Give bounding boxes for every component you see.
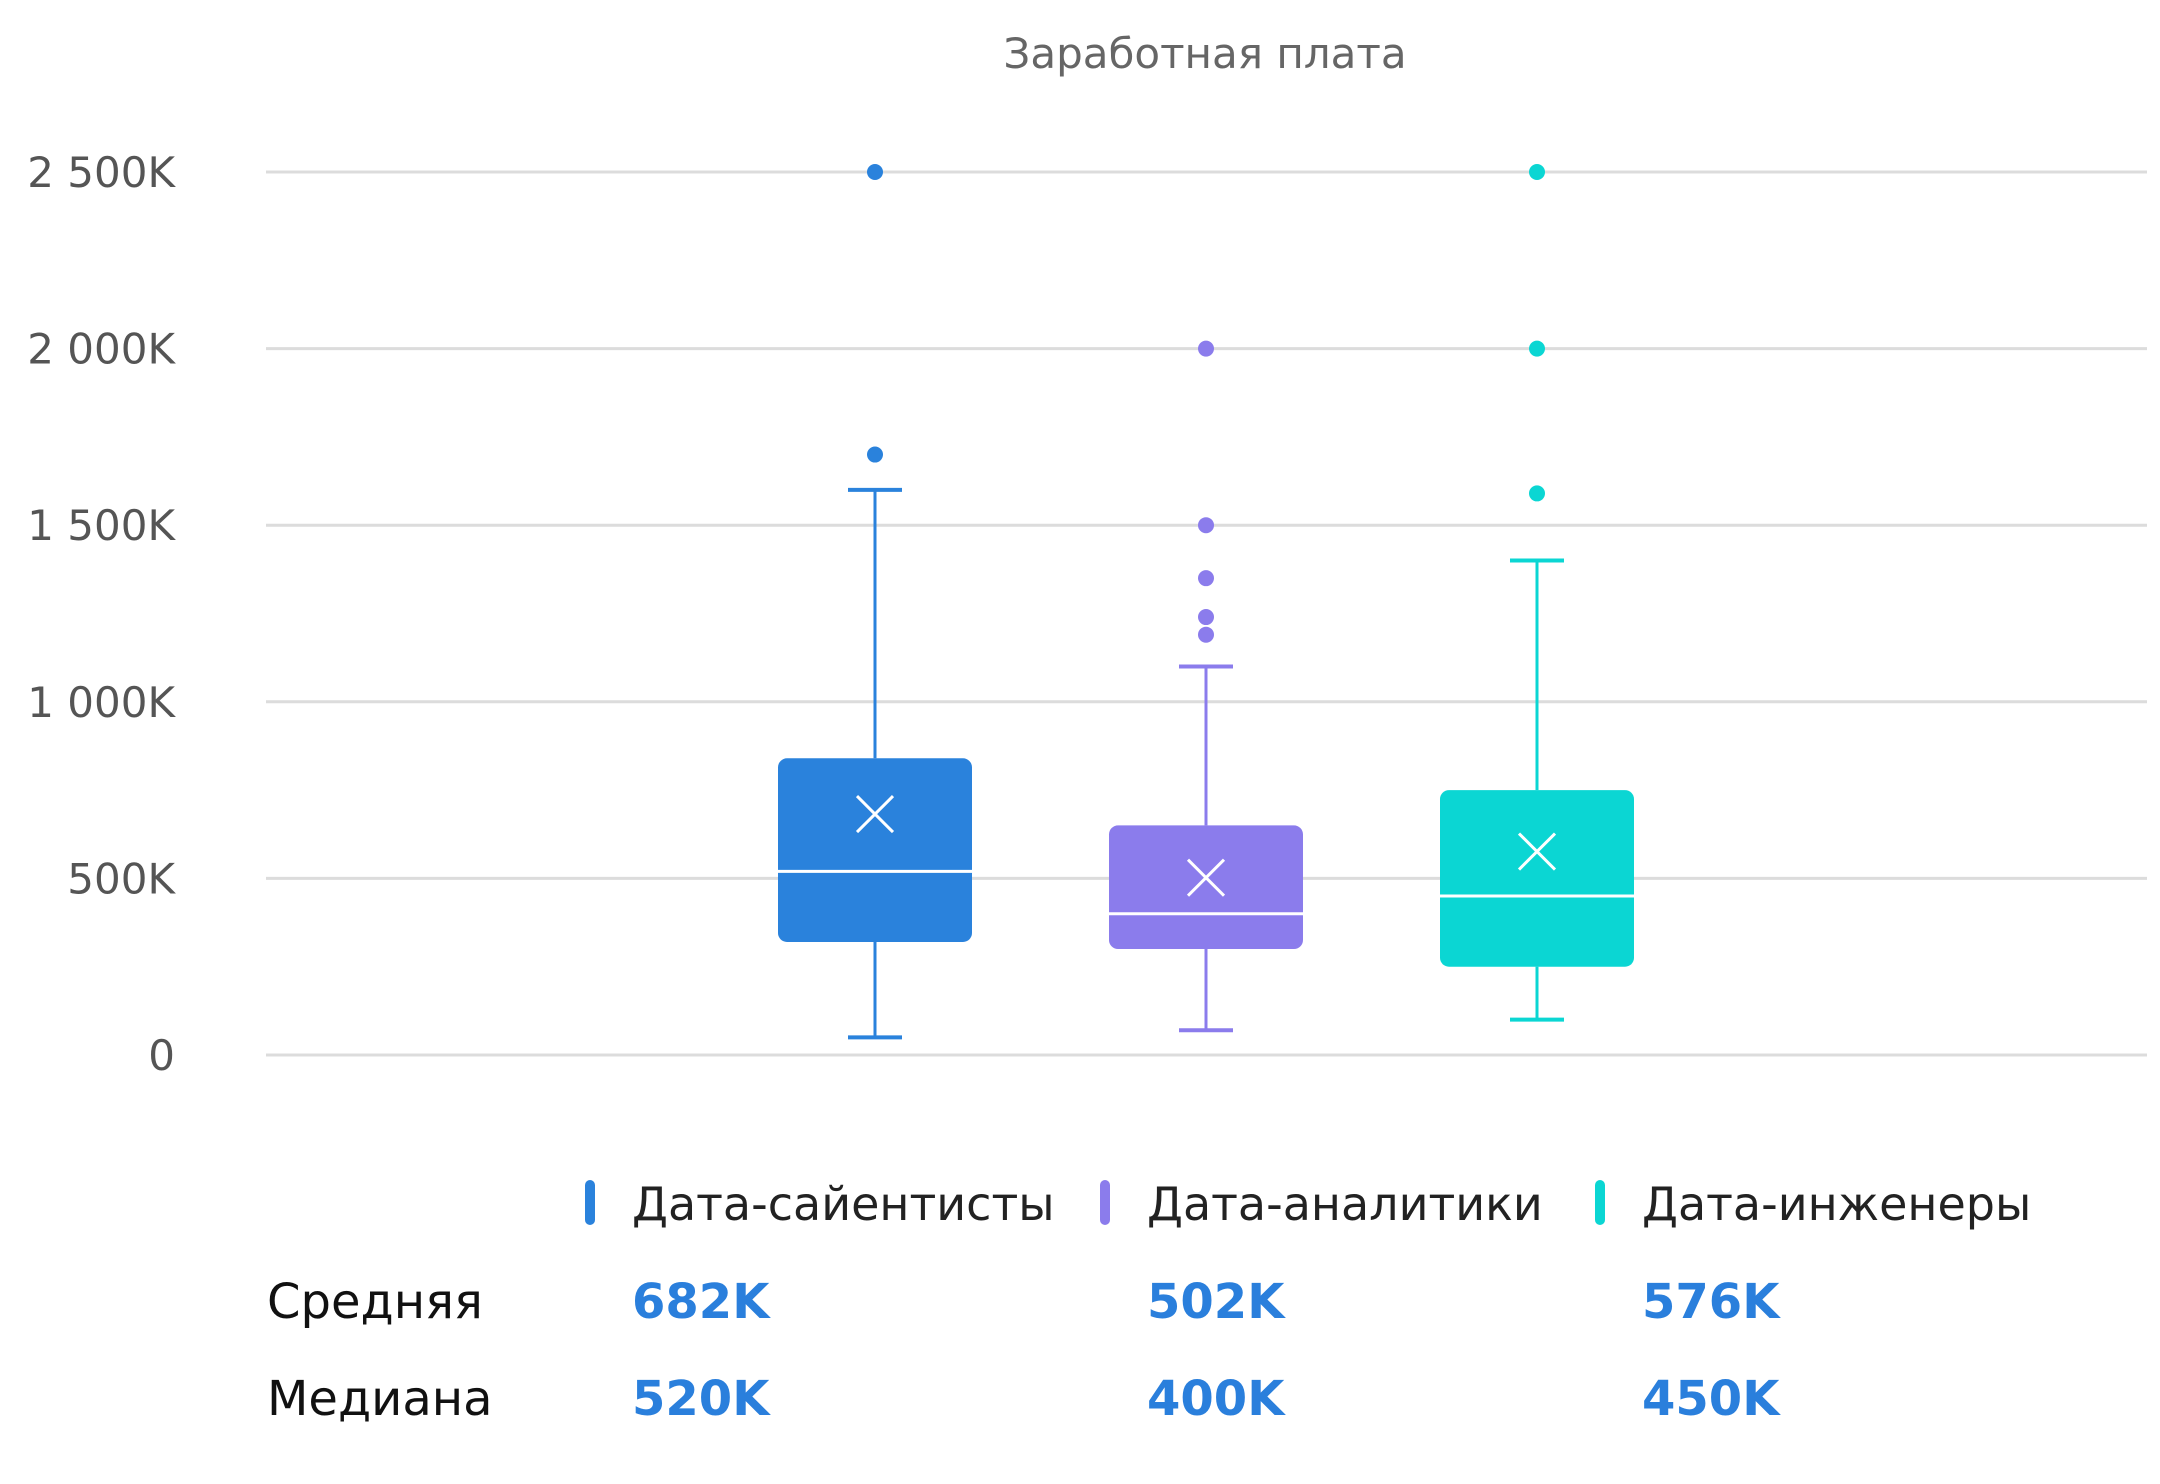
outlier-point [1198, 340, 1214, 357]
legend-label: Дата-аналитики [1147, 1177, 1543, 1231]
outlier-point [1529, 340, 1545, 357]
legend-swatch [1100, 1180, 1110, 1225]
chart-title: Заработная плата [1003, 29, 1406, 78]
mean-marker [1186, 858, 1226, 897]
box-group [1440, 164, 1634, 1022]
boxes [778, 164, 1634, 1040]
iqr-box [1440, 790, 1634, 967]
legend-swatch [585, 1180, 595, 1225]
outlier-point [1198, 609, 1214, 626]
iqr-box [778, 758, 972, 942]
y-tick-label: 1 000K [27, 678, 176, 727]
outlier-point [1198, 626, 1214, 643]
legend-label: Дата-сайентисты [632, 1177, 1055, 1231]
y-tick-label: 0 [148, 1031, 175, 1080]
y-tick-label: 2 000K [27, 325, 176, 374]
box-group [1109, 340, 1303, 1033]
box-group [778, 164, 972, 1040]
y-tick-label: 1 500K [27, 501, 176, 550]
summary-value: 502K [1147, 1274, 1286, 1330]
summary-value: 400K [1147, 1371, 1286, 1427]
iqr-box [1109, 825, 1303, 950]
outlier-point [867, 164, 883, 180]
outlier-point [1198, 570, 1214, 587]
summary-value: 576K [1642, 1274, 1781, 1330]
outlier-point [1529, 164, 1545, 180]
outlier-point [867, 446, 883, 463]
y-tick-label: 2 500K [27, 148, 176, 197]
summary-value: 682K [632, 1274, 771, 1330]
outlier-point [1198, 517, 1214, 534]
summary-value: 450K [1642, 1371, 1781, 1427]
y-tick-label: 500K [67, 854, 176, 903]
legend-label: Дата-инженеры [1642, 1177, 2031, 1231]
legend-swatch [1595, 1180, 1605, 1225]
mean-marker [1517, 832, 1557, 871]
outlier-point [1529, 485, 1545, 502]
summary-value: 520K [632, 1371, 771, 1427]
summary-row-label: Медиана [267, 1371, 493, 1427]
y-axis-ticks: 0 500K 1 000K 1 500K 2 000K 2 500K [27, 148, 176, 1080]
summary-row-label: Средняя [267, 1274, 483, 1330]
legend: Дата-сайентисты Дата-аналитики Дата-инжене… [585, 1177, 2031, 1231]
mean-marker [855, 795, 895, 834]
summary-table: Средняя 682K 502K 576K Медиана 520K 400K 450K [267, 1274, 1781, 1427]
